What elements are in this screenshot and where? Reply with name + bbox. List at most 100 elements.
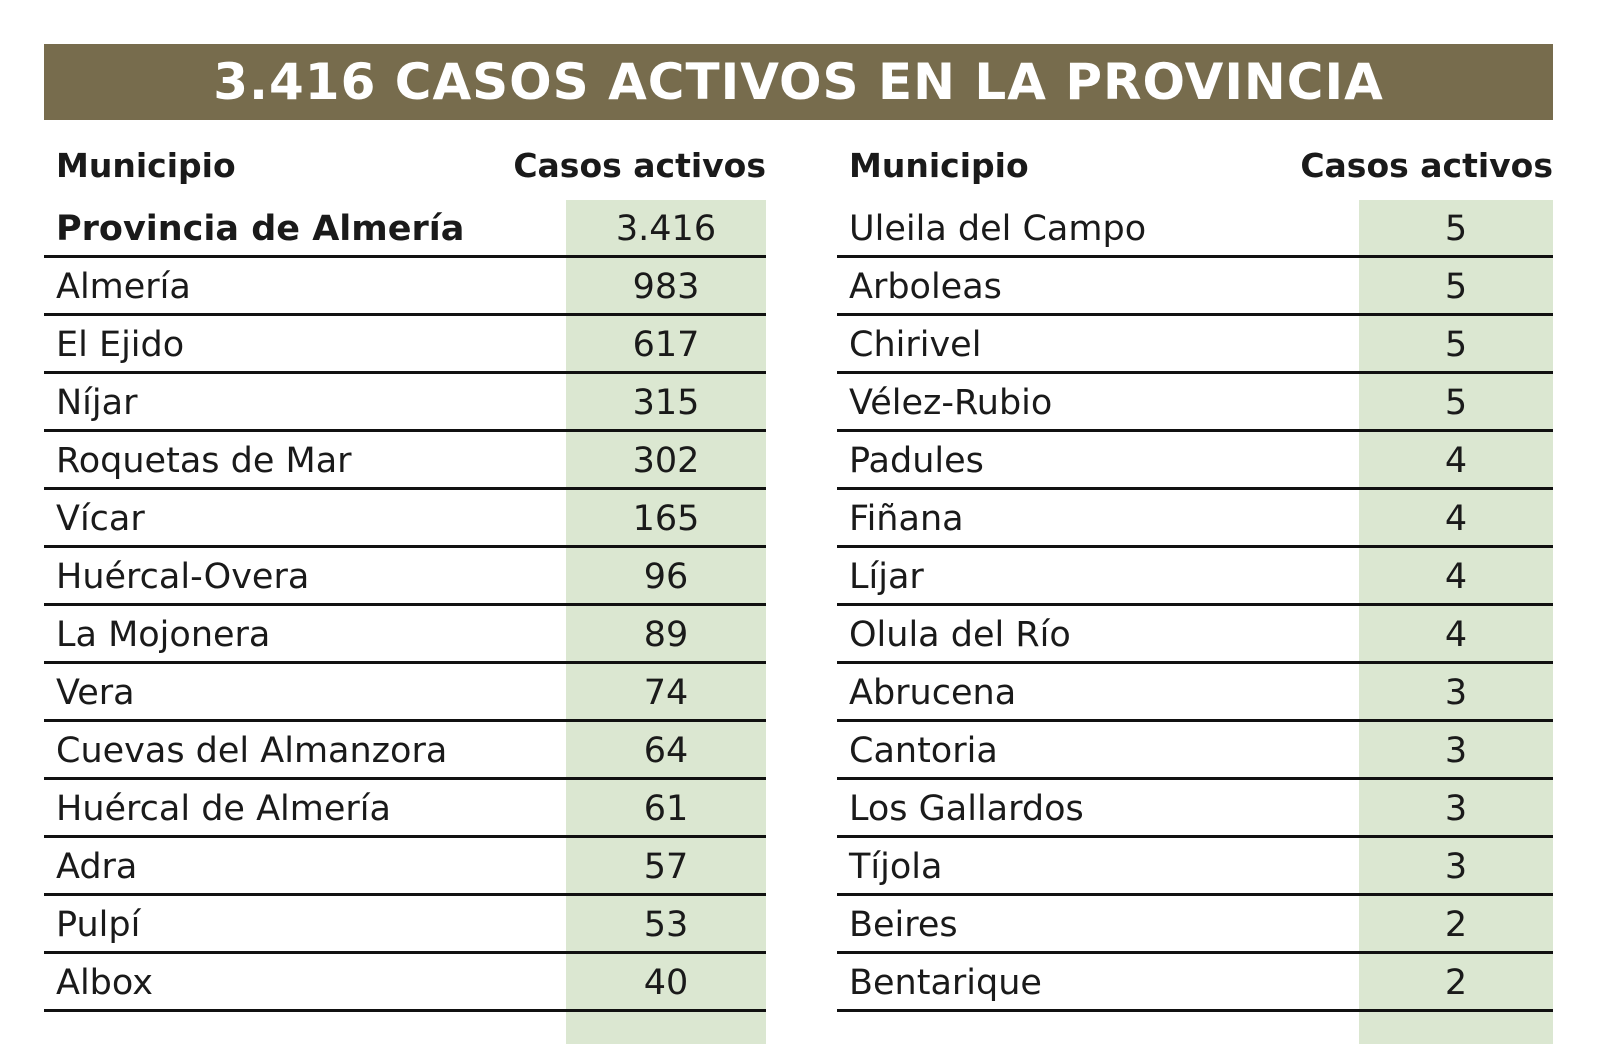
table-row: Padules 4 [837, 432, 1553, 490]
table-row: Bentarique 2 [837, 954, 1553, 1012]
municipio-name: El Ejido [56, 325, 185, 365]
table-row: Olula del Río 4 [837, 606, 1553, 664]
casos-value: 2 [1444, 905, 1468, 945]
table-header: Municipio Casos activos [44, 136, 766, 200]
casos-header: Casos activos [513, 146, 766, 185]
casos-value: 302 [632, 441, 700, 481]
table-row: Huércal de Almería 61 [44, 780, 766, 838]
casos-value: 74 [643, 673, 689, 713]
municipio-name: Provincia de Almería [56, 209, 465, 249]
casos-value: 4 [1444, 615, 1468, 655]
municipio-name: Cantoria [849, 731, 998, 771]
casos-value: 617 [632, 325, 700, 365]
municipio-name: Cuevas del Almanzora [56, 731, 448, 771]
municipio-name: Pulpí [56, 905, 141, 945]
table-row-partial [837, 1012, 1553, 1042]
casos-value: 5 [1444, 209, 1468, 249]
title-banner: 3.416 CASOS ACTIVOS EN LA PROVINCIA [44, 44, 1553, 120]
value-column-shade [566, 200, 766, 1044]
casos-value: 3.416 [615, 209, 717, 249]
casos-value: 4 [1444, 557, 1468, 597]
casos-value: 315 [632, 383, 700, 423]
table-row: Líjar 4 [837, 548, 1553, 606]
municipio-name: Roquetas de Mar [56, 441, 352, 481]
table-row: Huércal-Overa 96 [44, 548, 766, 606]
casos-value: 53 [643, 905, 689, 945]
table-row: Arboleas 5 [837, 258, 1553, 316]
municipio-name: Arboleas [849, 267, 1002, 307]
casos-value: 3 [1444, 673, 1468, 713]
casos-value: 61 [643, 789, 689, 829]
table-row: Uleila del Campo 5 [837, 200, 1553, 258]
municipio-name: Vícar [56, 499, 145, 539]
municipio-header: Municipio [849, 146, 1029, 185]
municipio-name: Bentarique [849, 963, 1042, 1003]
table-row: El Ejido 617 [44, 316, 766, 374]
municipio-name: Níjar [56, 383, 138, 423]
municipio-name: La Mojonera [56, 615, 271, 655]
municipio-name: Líjar [849, 557, 924, 597]
right-table: Municipio Casos activos Uleila del Campo… [837, 136, 1553, 1044]
casos-value: 165 [632, 499, 700, 539]
left-rows: Provincia de Almería 3.416 Almería 983 El Ej… [44, 200, 766, 1012]
casos-value: 5 [1444, 325, 1468, 365]
municipio-name: Los Gallardos [849, 789, 1084, 829]
table-row: Albox 40 [44, 954, 766, 1012]
casos-value: 57 [643, 847, 689, 887]
table-row: Beires 2 [837, 896, 1553, 954]
municipio-name: Uleila del Campo [849, 209, 1147, 249]
casos-value: 64 [643, 731, 689, 771]
casos-value: 983 [632, 267, 700, 307]
table-row: Adra 57 [44, 838, 766, 896]
table-row: Pulpí 53 [44, 896, 766, 954]
municipio-name: Albox [56, 963, 153, 1003]
casos-value: 40 [643, 963, 689, 1003]
table-row: Los Gallardos 3 [837, 780, 1553, 838]
municipio-name: Adra [56, 847, 138, 887]
municipio-name: Chirivel [849, 325, 982, 365]
table-row: Abrucena 3 [837, 664, 1553, 722]
table-row: La Mojonera 89 [44, 606, 766, 664]
casos-value: 5 [1444, 267, 1468, 307]
municipio-name: Almería [56, 267, 191, 307]
casos-value: 4 [1444, 441, 1468, 481]
municipio-name: Huércal de Almería [56, 789, 391, 829]
table-row: Cuevas del Almanzora 64 [44, 722, 766, 780]
municipio-name: Padules [849, 441, 984, 481]
table-row: Almería 983 [44, 258, 766, 316]
page-title: 3.416 CASOS ACTIVOS EN LA PROVINCIA [213, 53, 1384, 111]
municipio-header: Municipio [56, 146, 236, 185]
table-row: Fiñana 4 [837, 490, 1553, 548]
table-row: Roquetas de Mar 302 [44, 432, 766, 490]
right-rows: Uleila del Campo 5 Arboleas 5 Chirivel 5 Vélez… [837, 200, 1553, 1012]
table-row: Vera 74 [44, 664, 766, 722]
casos-value: 3 [1444, 847, 1468, 887]
table-row: Vélez-Rubio 5 [837, 374, 1553, 432]
casos-value: 96 [643, 557, 689, 597]
municipio-name: Tíjola [849, 847, 943, 887]
municipio-name: Vera [56, 673, 135, 713]
municipio-name: Huércal-Overa [56, 557, 310, 597]
casos-header: Casos activos [1300, 146, 1553, 185]
table-row-partial [44, 1012, 766, 1042]
casos-value: 3 [1444, 789, 1468, 829]
value-column-shade [1359, 200, 1553, 1044]
left-table: Municipio Casos activos Provincia de Alm… [44, 136, 766, 1044]
casos-value: 89 [643, 615, 689, 655]
table-header: Municipio Casos activos [837, 136, 1553, 200]
municipio-name: Beires [849, 905, 958, 945]
table-row: Vícar 165 [44, 490, 766, 548]
casos-value: 3 [1444, 731, 1468, 771]
table-row: Chirivel 5 [837, 316, 1553, 374]
casos-value: 4 [1444, 499, 1468, 539]
municipio-name: Abrucena [849, 673, 1017, 713]
total-row: Provincia de Almería 3.416 [44, 200, 766, 258]
table-row: Níjar 315 [44, 374, 766, 432]
table-row: Cantoria 3 [837, 722, 1553, 780]
municipio-name: Olula del Río [849, 615, 1071, 655]
table-row: Tíjola 3 [837, 838, 1553, 896]
casos-value: 5 [1444, 383, 1468, 423]
casos-value: 2 [1444, 963, 1468, 1003]
municipio-name: Vélez-Rubio [849, 383, 1053, 423]
municipio-name: Fiñana [849, 499, 964, 539]
